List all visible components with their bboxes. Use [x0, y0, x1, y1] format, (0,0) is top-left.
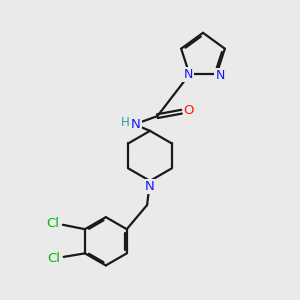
Text: N: N [145, 180, 155, 193]
Text: H: H [121, 116, 129, 128]
Text: N: N [183, 68, 193, 81]
Text: N: N [131, 118, 141, 131]
Text: Cl: Cl [46, 217, 59, 230]
Text: O: O [184, 104, 194, 117]
Text: Cl: Cl [47, 252, 60, 265]
Text: N: N [215, 69, 225, 82]
